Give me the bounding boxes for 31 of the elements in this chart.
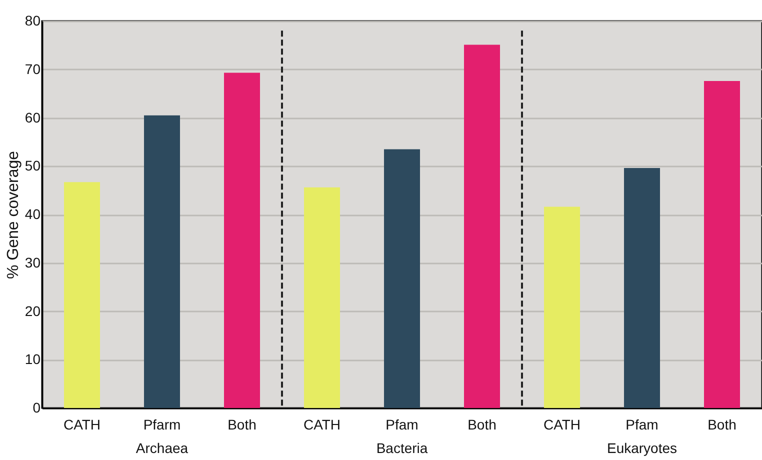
y-tick-label: 60 — [24, 109, 41, 126]
bar — [464, 44, 500, 408]
y-tick-label: 50 — [24, 158, 41, 174]
x-tick-label: CATH — [303, 416, 341, 432]
text: Archaea — [136, 440, 188, 456]
bar — [224, 72, 260, 408]
x-tick-label: Pfam — [386, 416, 418, 432]
x-tick-label: Pfarm — [143, 416, 181, 432]
y-tick-label: 10 — [24, 351, 41, 368]
y-tick-label: 40 — [24, 206, 41, 222]
x-tick-label: Pfam — [626, 416, 658, 432]
y-tick-label: 0 — [32, 400, 41, 416]
y-tick-label: 80 — [24, 12, 41, 28]
y-tick-label: 30 — [24, 254, 41, 270]
text: Bacteria — [376, 440, 428, 456]
bar — [304, 187, 340, 408]
bar — [384, 149, 420, 408]
y-tick-label: 20 — [24, 302, 41, 319]
text: Eukaryotes — [606, 440, 678, 456]
x-tick-label: Both — [228, 416, 256, 432]
bar — [704, 80, 740, 408]
y-tick-label: 70 — [24, 60, 41, 77]
x-tick-label: CATH — [543, 416, 581, 432]
x-tick-label: Both — [708, 416, 736, 432]
bar — [544, 206, 580, 408]
x-tick-label: Both — [468, 416, 496, 432]
bar — [144, 115, 180, 408]
bar — [624, 168, 660, 408]
x-tick-label: CATH — [63, 416, 101, 432]
bar — [64, 182, 100, 408]
y-axis-title: % Gene coverage — [4, 150, 22, 280]
